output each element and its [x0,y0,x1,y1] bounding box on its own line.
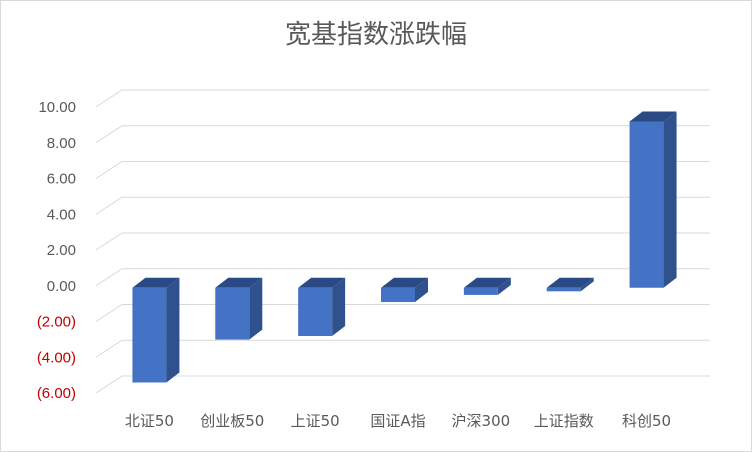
bar-front [215,287,250,340]
bar-front [298,287,333,337]
gridline [95,268,710,287]
gridline [95,161,710,179]
bar [463,277,511,295]
x-category-label: 沪深300 [452,412,511,430]
chart-title: 宽基指数涨跌幅 [284,20,467,50]
y-tick-label: 10.00 [38,99,76,116]
x-category-label: 创业板50 [200,412,264,430]
bar-top [132,277,180,288]
y-tick-label: 8.00 [47,135,76,152]
bar [546,277,594,292]
bar [132,277,180,383]
x-category-label: 上证指数 [534,412,594,430]
y-tick-label: 6.00 [47,171,76,188]
gridline [95,375,710,394]
bar-side [332,277,346,337]
y-tick-label: 0.00 [47,278,76,295]
y-tick-label: (2.00) [37,314,76,331]
bar-side [166,277,180,383]
bar-side [497,277,511,295]
bar-front [629,121,664,288]
bar-top [215,277,263,288]
gridline [95,196,710,215]
bar-side [663,111,677,288]
gridline [95,89,710,108]
bar-top [381,277,428,288]
gridline [95,339,710,358]
gridline [95,304,710,322]
bar [215,277,263,340]
bar [298,277,346,337]
bar [629,111,677,288]
bar [381,277,428,303]
bar-top [629,111,677,122]
bar-front [381,287,415,303]
x-category-label: 科创50 [622,412,671,430]
bar-front [132,287,167,383]
bar-top [546,277,594,288]
y-tick-label: 4.00 [47,206,76,223]
bar-top [298,277,346,288]
y-tick-label: 2.00 [47,242,76,259]
bar-side [415,277,428,303]
y-tick-label: (6.00) [37,385,76,402]
gridline [95,125,710,144]
x-category-label: 国证A指 [370,412,425,430]
bar-side [580,277,594,292]
x-category-label: 北证50 [125,412,174,430]
gridline [95,232,710,251]
bar-side [249,277,263,340]
y-tick-label: (4.00) [37,349,76,366]
x-category-label: 上证50 [291,412,340,430]
bar-front [463,287,498,295]
bar-front [546,287,581,292]
bar-top [463,277,511,288]
